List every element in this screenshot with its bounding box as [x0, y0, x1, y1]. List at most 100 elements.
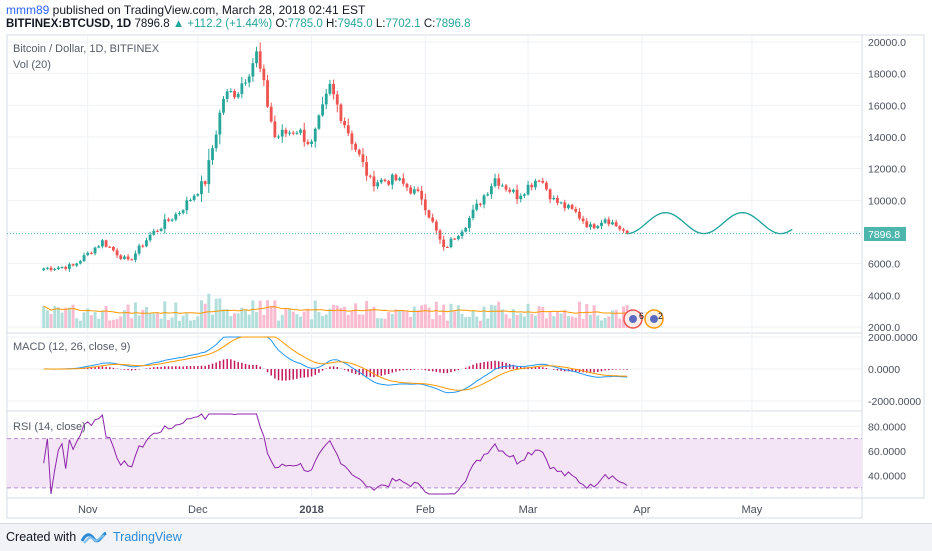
volume-bar — [67, 307, 71, 328]
symbol-label: BITFINEX:BTCUSD, 1D — [6, 18, 132, 30]
volume-bar — [247, 314, 251, 328]
event-markers[interactable]: 6 2 — [623, 309, 664, 329]
volume-bar — [420, 305, 424, 328]
volume-bar — [405, 311, 409, 328]
candle — [387, 181, 391, 185]
volume-bar — [104, 306, 108, 328]
candle — [82, 255, 86, 262]
volume-bar — [555, 311, 559, 328]
candle — [585, 221, 589, 228]
macd-series — [43, 336, 628, 394]
volume-bar — [126, 304, 130, 328]
author-link[interactable]: mmm89 — [6, 3, 50, 17]
candle — [581, 218, 585, 222]
volume-bar — [511, 309, 515, 328]
x-tick-label: 2018 — [299, 504, 323, 516]
volume-bar — [563, 309, 567, 328]
open-value: 7785.0 — [287, 18, 323, 30]
volume-bar — [42, 305, 46, 328]
candle — [500, 185, 504, 187]
volume-bar — [394, 309, 398, 328]
candle — [570, 204, 574, 209]
y-tick-label: 20000.0 — [868, 37, 906, 49]
projection-curve-path — [627, 211, 793, 235]
volume-bar — [262, 314, 266, 328]
candle — [211, 148, 214, 161]
candle — [71, 264, 75, 266]
candle — [78, 261, 82, 264]
volume-bar — [588, 314, 592, 328]
volume-bar — [519, 313, 523, 328]
candle — [607, 219, 611, 225]
volume-bar — [170, 317, 174, 328]
volume-bar — [372, 306, 376, 328]
candle — [537, 180, 541, 182]
volume-bar — [185, 313, 189, 328]
candle — [207, 160, 211, 185]
volume-bar — [56, 307, 60, 328]
marker-count-6: 6 — [639, 311, 644, 321]
volume-bar — [108, 320, 112, 328]
volume-bar — [317, 312, 321, 328]
candle — [306, 141, 310, 144]
rsi-band — [7, 438, 862, 489]
volume-bar — [599, 320, 603, 328]
candle — [530, 184, 534, 188]
candle — [504, 185, 508, 190]
candle — [489, 186, 493, 195]
volume-bar — [97, 318, 101, 328]
volume-bar — [181, 315, 185, 328]
volume-bar — [559, 313, 563, 328]
volume-bar — [475, 316, 479, 328]
x-tick-label: May — [742, 504, 763, 516]
trading-chart[interactable]: 20000.0 18000.0 16000.0 14000.0 12000.0 10000… — [0, 0, 932, 520]
rsi-band-fill — [7, 438, 862, 488]
candle — [383, 179, 387, 182]
volume-bar — [141, 309, 145, 328]
macd-y-tick-label: 0.0000 — [868, 364, 900, 376]
candle — [302, 129, 306, 142]
candle — [53, 268, 57, 270]
rsi-y-tick-label: 80.0000 — [868, 421, 906, 433]
volume-bar — [548, 311, 552, 328]
candle — [453, 238, 457, 240]
candle — [449, 238, 453, 248]
main-pane-title: Bitcoin / Dollar, 1D, BITFINEX — [13, 43, 160, 55]
low-value: 7702.1 — [385, 18, 421, 30]
created-with-label: Created with — [6, 530, 77, 544]
volume-bar — [328, 308, 332, 328]
volume-bar — [93, 312, 97, 328]
candle — [86, 252, 90, 256]
volume-bar — [111, 319, 115, 328]
candle — [49, 267, 53, 270]
volume-bar — [350, 310, 354, 328]
candle — [398, 178, 402, 181]
candle — [159, 228, 163, 231]
y-tick-label: 18000.0 — [868, 69, 906, 81]
rsi-line — [43, 413, 628, 495]
candle — [64, 266, 68, 269]
candle — [552, 197, 556, 200]
candle — [357, 149, 361, 155]
candle — [368, 175, 372, 177]
y-tick-label: 10000.0 — [868, 195, 906, 207]
x-tick-label: Dec — [188, 504, 208, 516]
volume-bar — [299, 316, 303, 328]
candle — [328, 83, 332, 94]
candle — [434, 221, 438, 231]
projection-curve — [627, 211, 793, 235]
tradingview-link[interactable]: TradingView — [113, 530, 182, 544]
candle — [482, 195, 486, 205]
candle — [178, 212, 181, 214]
tradingview-logo-icon[interactable] — [80, 529, 108, 545]
candle — [346, 125, 350, 134]
volume-bar — [357, 314, 361, 328]
candle — [317, 115, 321, 129]
candle — [93, 247, 97, 254]
candle — [152, 230, 156, 235]
volume-bar — [592, 305, 596, 328]
candle — [89, 252, 93, 254]
candle — [563, 202, 567, 209]
volume-bar — [60, 312, 64, 328]
candle — [409, 187, 413, 194]
